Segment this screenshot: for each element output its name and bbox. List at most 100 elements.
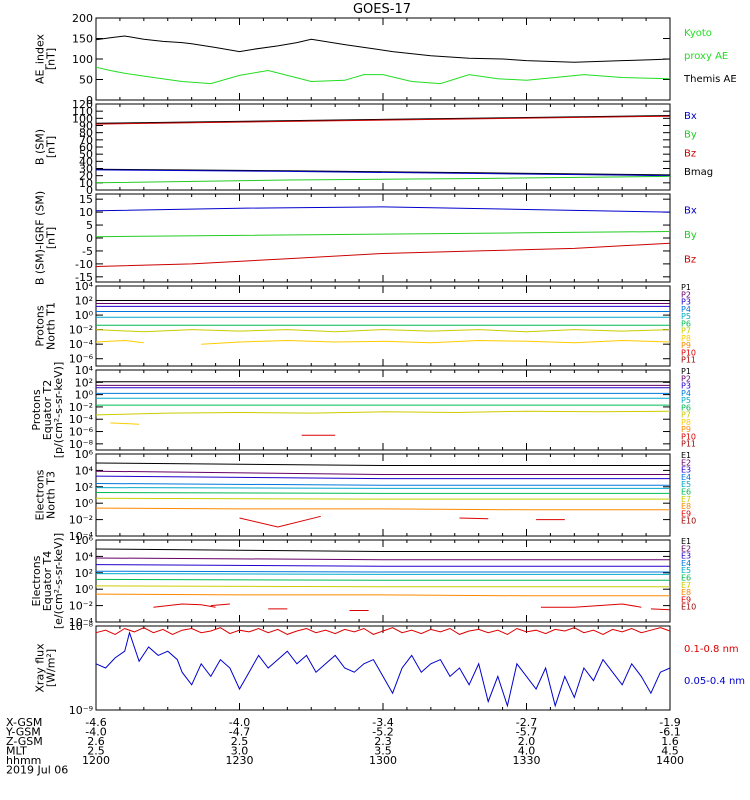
y-axis-label: Equator T2: [41, 380, 54, 440]
y-axis-label: Protons: [34, 305, 47, 346]
y-tick-label: 10⁻²: [69, 600, 93, 613]
time-axis-value: 1400: [656, 754, 684, 767]
series-line: [650, 608, 671, 611]
y-tick-label: 10⁻⁴: [69, 616, 94, 629]
legend-entry: E1: [681, 451, 691, 460]
legend-entry: Themis AE: [683, 74, 737, 85]
time-axis-value: -2.7: [516, 716, 537, 729]
y-tick-label: 0: [86, 94, 93, 107]
time-axis-value: -3.4: [372, 716, 393, 729]
legend-entry: 0.1-0.8 nm: [684, 644, 739, 655]
legend-entry: Bz: [684, 254, 696, 265]
series-line: [95, 570, 670, 573]
y-tick-label: 10⁴: [75, 280, 94, 293]
legend-entry: P5: [681, 312, 691, 321]
time-axis-value: -4.7: [229, 726, 250, 739]
legend-entry: P2: [681, 290, 691, 299]
legend-entry: P5: [681, 396, 691, 405]
series-line: [95, 627, 671, 635]
y-tick-label: 60: [79, 141, 93, 154]
legend-entry: P11: [681, 440, 696, 449]
time-axis-value: 1330: [513, 754, 541, 767]
y-tick-label: 10⁻²: [69, 514, 93, 527]
y-tick-label: 10⁻⁸: [69, 620, 94, 633]
time-axis-value: 1.6: [661, 735, 679, 748]
time-axis-row-name: X-GSM: [6, 716, 42, 729]
legend-entry: E4: [681, 559, 691, 568]
legend-entry: E5: [681, 566, 691, 575]
y-axis-label: [nT]: [45, 136, 58, 158]
y-axis-label: Electrons: [30, 555, 43, 606]
time-axis-row-name: Y-GSM: [5, 726, 41, 739]
legend-entry: E10: [681, 517, 696, 526]
legend-entry: P1: [681, 367, 691, 376]
y-tick-label: 10: [79, 177, 93, 190]
y-tick-label: 15: [79, 193, 93, 206]
legend-entry: E9: [681, 595, 691, 604]
y-tick-label: 10²: [75, 567, 93, 580]
y-tick-label: 110: [72, 105, 93, 118]
y-tick-label: 10⁻⁹: [69, 704, 93, 717]
legend-entry: E1: [681, 537, 691, 546]
y-tick-label: 10⁰: [75, 583, 94, 596]
series-line: [95, 339, 144, 344]
legend-entry: E6: [681, 574, 691, 583]
legend-entry: P7: [681, 327, 691, 336]
legend-entry: E3: [681, 552, 691, 561]
y-axis-label: North T3: [45, 471, 58, 519]
series-line: [95, 168, 671, 176]
legend-entry: E4: [681, 473, 691, 482]
y-tick-label: 10⁴: [75, 364, 94, 377]
y-tick-label: 10⁴: [75, 464, 94, 477]
series-line: [201, 339, 671, 345]
time-axis-row-name: MLT: [6, 745, 27, 758]
legend-entry: P7: [681, 411, 691, 420]
y-tick-label: -5: [82, 245, 93, 258]
y-tick-label: 100: [72, 112, 93, 125]
legend-entry: Bz: [684, 148, 696, 159]
series-line: [95, 573, 670, 575]
series-line: [95, 585, 670, 588]
y-axis-label: North T1: [45, 302, 58, 350]
series-line: [95, 206, 671, 213]
y-axis-label: B (SM): [34, 129, 47, 165]
legend-entry: P8: [681, 334, 691, 343]
y-tick-label: 10⁻⁶: [69, 353, 94, 366]
y-tick-label: -10: [75, 258, 93, 271]
y-tick-label: 10⁻²: [69, 324, 93, 337]
legend-entry: Bmag: [684, 167, 713, 178]
legend-entry: By: [684, 230, 697, 241]
y-tick-label: 10⁻⁴: [69, 413, 94, 426]
series-line: [95, 475, 670, 480]
time-axis-value: -4.0: [229, 716, 250, 729]
legend-entry: P6: [681, 319, 691, 328]
series-line: [95, 578, 670, 581]
y-tick-label: 20: [79, 170, 93, 183]
legend-entry: Bx: [684, 206, 697, 217]
series-line: [210, 603, 230, 607]
legend-entry: proxy AE: [684, 51, 728, 62]
y-tick-label: 120: [72, 98, 93, 111]
y-tick-label: 10⁻⁴: [69, 530, 94, 543]
y-axis-label: AE_index: [34, 33, 47, 84]
series-line: [95, 169, 671, 177]
y-axis-label: Xray flux: [34, 643, 47, 693]
legend-entry: P9: [681, 425, 691, 434]
y-axis-label: [nT]: [45, 48, 58, 70]
y-tick-label: 10⁻⁶: [69, 426, 94, 439]
legend-entry: E5: [681, 480, 691, 489]
legend-entry: P2: [681, 374, 691, 383]
series-line: [95, 548, 670, 552]
legend-entry: E9: [681, 509, 691, 518]
time-axis-value: -4.0: [85, 726, 106, 739]
y-tick-label: 0: [86, 184, 93, 197]
series-line: [95, 175, 671, 184]
y-tick-label: 50: [79, 74, 93, 87]
legend-entry: P3: [681, 298, 691, 307]
y-tick-label: 10²: [75, 481, 93, 494]
series-line: [95, 492, 670, 494]
